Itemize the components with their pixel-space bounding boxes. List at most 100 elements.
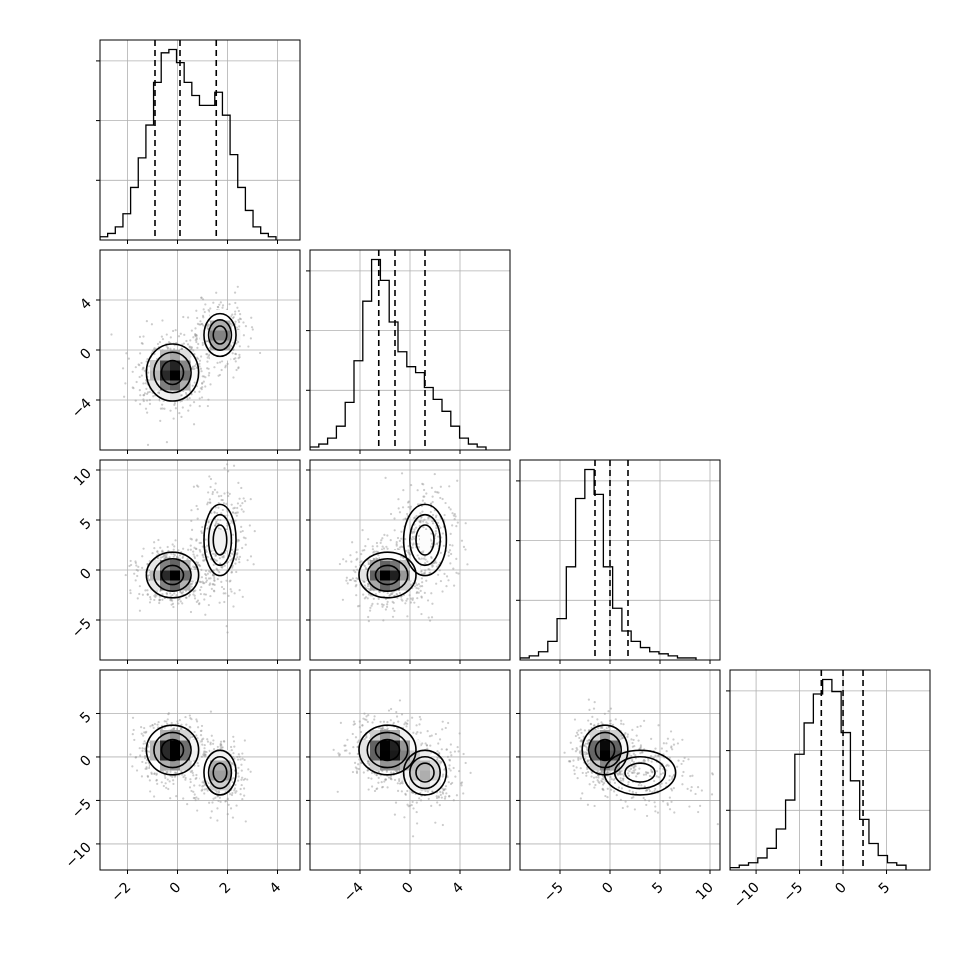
scatter-point	[206, 501, 210, 504]
scatter-point	[427, 616, 430, 619]
scatter-point	[225, 625, 228, 628]
xtick-label: 4	[267, 879, 285, 897]
scatter-point	[422, 557, 426, 560]
scatter-point	[363, 584, 367, 587]
scatter-point	[442, 773, 445, 776]
scatter-point	[411, 716, 414, 719]
density-cell	[220, 750, 231, 761]
scatter-point	[213, 579, 216, 582]
scatter-point	[212, 739, 215, 742]
scatter-point	[417, 587, 420, 590]
scatter-point	[366, 597, 369, 600]
scatter-point	[139, 394, 142, 397]
scatter-point	[121, 367, 125, 370]
scatter-point	[190, 528, 194, 531]
scatter-point	[198, 588, 202, 592]
scatter-point	[395, 541, 398, 544]
scatter-point	[207, 520, 210, 523]
scatter-point	[433, 472, 436, 476]
scatter-point	[379, 541, 382, 544]
density-cell	[220, 530, 231, 541]
scatter-point	[188, 593, 192, 596]
scatter-point	[209, 571, 212, 574]
scatter-point	[209, 582, 212, 585]
contour-line	[415, 762, 435, 783]
ytick-label: 4	[77, 295, 95, 313]
scatter-point	[438, 569, 441, 572]
scatter-point	[367, 615, 370, 619]
scatter-point	[406, 789, 409, 793]
panel-frame	[99, 39, 301, 241]
scatter-point	[400, 545, 403, 548]
scatter-point	[439, 551, 442, 554]
scatter-point	[148, 779, 151, 782]
scatter-point	[201, 298, 205, 301]
scatter-point	[242, 778, 245, 781]
scatter-point	[451, 512, 454, 515]
scatter-point	[190, 329, 193, 332]
density-cell	[430, 770, 441, 781]
scatter-point	[182, 547, 185, 550]
scatter-point	[189, 726, 192, 729]
scatter-point	[191, 771, 194, 774]
scatter-point	[175, 555, 179, 558]
scatter-point	[237, 766, 240, 769]
scatter-point	[669, 730, 673, 733]
scatter-point	[576, 733, 580, 736]
scatter-point	[454, 515, 457, 518]
scatter-point	[425, 492, 428, 495]
ytick-label: 10	[71, 466, 95, 490]
scatter-point	[395, 715, 399, 718]
scatter-point	[220, 368, 223, 372]
scatter-point	[411, 535, 414, 539]
ytick-label: 0	[77, 346, 95, 364]
density-cell	[210, 770, 221, 781]
scatter-point	[243, 500, 247, 503]
scatter-point	[147, 574, 150, 577]
scatter-point	[159, 556, 163, 559]
scatter-point	[211, 742, 215, 745]
density-cell	[170, 580, 181, 591]
scatter-point	[248, 524, 251, 527]
scatter-point	[200, 576, 204, 579]
scatter-point	[217, 527, 220, 530]
scatter-point	[386, 547, 389, 550]
density-cell	[370, 580, 381, 591]
scatter-point	[410, 803, 413, 807]
scatter-point	[466, 563, 469, 566]
scatter-point	[199, 355, 203, 358]
scatter-point	[231, 533, 235, 536]
scatter-point	[230, 503, 233, 506]
scatter-point	[186, 316, 190, 319]
scatter-point	[142, 734, 145, 737]
scatter-point	[416, 554, 419, 557]
scatter-point	[201, 381, 204, 385]
scatter-point	[237, 481, 240, 484]
scatter-point	[203, 310, 206, 314]
scatter-point	[650, 768, 653, 771]
scatter-point	[161, 407, 164, 410]
scatter-point	[238, 355, 241, 359]
scatter-point	[139, 754, 142, 757]
scatter-point	[380, 781, 383, 784]
scatter-point	[144, 767, 147, 770]
scatter-point	[209, 710, 213, 713]
scatter-point	[412, 807, 415, 810]
scatter-point	[359, 730, 363, 734]
scatter-point	[419, 718, 422, 721]
scatter-point	[172, 548, 175, 551]
scatter-point	[148, 398, 151, 402]
scatter-point	[149, 596, 152, 599]
density-cell	[150, 580, 161, 591]
scatter-point	[223, 600, 226, 604]
scatter-point	[169, 409, 172, 412]
scatter-point	[195, 720, 199, 723]
scatter-point	[202, 324, 205, 327]
scatter-point	[171, 775, 174, 778]
scatter-point	[405, 725, 408, 728]
scatter-point	[386, 727, 389, 730]
scatter-point	[192, 553, 195, 556]
scatter-point	[233, 592, 236, 595]
contour-line	[212, 325, 228, 345]
scatter-point	[234, 301, 237, 305]
